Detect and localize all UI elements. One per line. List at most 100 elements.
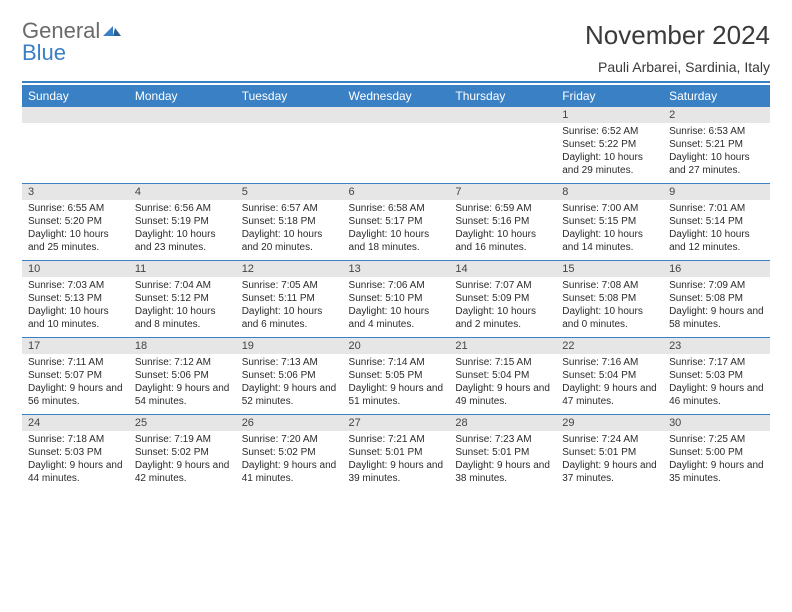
sunset-line: Sunset: 5:02 PM bbox=[135, 446, 230, 459]
day-details: Sunrise: 7:25 AMSunset: 5:00 PMDaylight:… bbox=[663, 431, 770, 491]
day-cell: 27Sunrise: 7:21 AMSunset: 5:01 PMDayligh… bbox=[343, 415, 450, 492]
weekday-header: Thursday bbox=[449, 85, 556, 107]
day-number: 12 bbox=[236, 261, 343, 277]
day-number: 23 bbox=[663, 338, 770, 354]
daylight-line: Daylight: 10 hours and 4 minutes. bbox=[349, 305, 444, 331]
day-number: 28 bbox=[449, 415, 556, 431]
day-details: Sunrise: 7:05 AMSunset: 5:11 PMDaylight:… bbox=[236, 277, 343, 337]
calendar-table: SundayMondayTuesdayWednesdayThursdayFrid… bbox=[22, 85, 770, 491]
daylight-line: Daylight: 9 hours and 56 minutes. bbox=[28, 382, 123, 408]
day-number: 16 bbox=[663, 261, 770, 277]
day-details: Sunrise: 7:03 AMSunset: 5:13 PMDaylight:… bbox=[22, 277, 129, 337]
brand-mark-icon bbox=[103, 20, 121, 42]
title-block: November 2024 Pauli Arbarei, Sardinia, I… bbox=[585, 20, 770, 75]
day-cell: 11Sunrise: 7:04 AMSunset: 5:12 PMDayligh… bbox=[129, 261, 236, 338]
day-number: 18 bbox=[129, 338, 236, 354]
day-cell: 23Sunrise: 7:17 AMSunset: 5:03 PMDayligh… bbox=[663, 338, 770, 415]
sunset-line: Sunset: 5:08 PM bbox=[562, 292, 657, 305]
calendar-body: 1Sunrise: 6:52 AMSunset: 5:22 PMDaylight… bbox=[22, 107, 770, 491]
sunrise-line: Sunrise: 7:11 AM bbox=[28, 356, 123, 369]
header-divider bbox=[22, 81, 770, 83]
day-details: Sunrise: 7:04 AMSunset: 5:12 PMDaylight:… bbox=[129, 277, 236, 337]
day-cell: 26Sunrise: 7:20 AMSunset: 5:02 PMDayligh… bbox=[236, 415, 343, 492]
calendar-row: 17Sunrise: 7:11 AMSunset: 5:07 PMDayligh… bbox=[22, 338, 770, 415]
daylight-line: Daylight: 9 hours and 58 minutes. bbox=[669, 305, 764, 331]
daylight-line: Daylight: 9 hours and 54 minutes. bbox=[135, 382, 230, 408]
day-cell: 22Sunrise: 7:16 AMSunset: 5:04 PMDayligh… bbox=[556, 338, 663, 415]
daylight-line: Daylight: 9 hours and 41 minutes. bbox=[242, 459, 337, 485]
blank-cell bbox=[343, 107, 450, 184]
daylight-line: Daylight: 9 hours and 37 minutes. bbox=[562, 459, 657, 485]
daylight-line: Daylight: 10 hours and 0 minutes. bbox=[562, 305, 657, 331]
daylight-line: Daylight: 9 hours and 39 minutes. bbox=[349, 459, 444, 485]
daylight-line: Daylight: 10 hours and 29 minutes. bbox=[562, 151, 657, 177]
daylight-line: Daylight: 10 hours and 2 minutes. bbox=[455, 305, 550, 331]
day-cell: 30Sunrise: 7:25 AMSunset: 5:00 PMDayligh… bbox=[663, 415, 770, 492]
day-number: 24 bbox=[22, 415, 129, 431]
day-cell: 19Sunrise: 7:13 AMSunset: 5:06 PMDayligh… bbox=[236, 338, 343, 415]
daylight-line: Daylight: 9 hours and 44 minutes. bbox=[28, 459, 123, 485]
sunrise-line: Sunrise: 6:57 AM bbox=[242, 202, 337, 215]
day-cell: 18Sunrise: 7:12 AMSunset: 5:06 PMDayligh… bbox=[129, 338, 236, 415]
sunset-line: Sunset: 5:07 PM bbox=[28, 369, 123, 382]
sunset-line: Sunset: 5:20 PM bbox=[28, 215, 123, 228]
blank-cell bbox=[449, 107, 556, 184]
calendar-row: 24Sunrise: 7:18 AMSunset: 5:03 PMDayligh… bbox=[22, 415, 770, 492]
day-details: Sunrise: 7:14 AMSunset: 5:05 PMDaylight:… bbox=[343, 354, 450, 414]
sunset-line: Sunset: 5:00 PM bbox=[669, 446, 764, 459]
daylight-line: Daylight: 10 hours and 20 minutes. bbox=[242, 228, 337, 254]
sunrise-line: Sunrise: 7:24 AM bbox=[562, 433, 657, 446]
sunrise-line: Sunrise: 6:58 AM bbox=[349, 202, 444, 215]
daylight-line: Daylight: 9 hours and 52 minutes. bbox=[242, 382, 337, 408]
sunset-line: Sunset: 5:19 PM bbox=[135, 215, 230, 228]
day-cell: 29Sunrise: 7:24 AMSunset: 5:01 PMDayligh… bbox=[556, 415, 663, 492]
sunset-line: Sunset: 5:09 PM bbox=[455, 292, 550, 305]
day-cell: 14Sunrise: 7:07 AMSunset: 5:09 PMDayligh… bbox=[449, 261, 556, 338]
day-details: Sunrise: 6:56 AMSunset: 5:19 PMDaylight:… bbox=[129, 200, 236, 260]
sunset-line: Sunset: 5:15 PM bbox=[562, 215, 657, 228]
blank-cell bbox=[129, 107, 236, 184]
daylight-line: Daylight: 10 hours and 8 minutes. bbox=[135, 305, 230, 331]
sunrise-line: Sunrise: 7:21 AM bbox=[349, 433, 444, 446]
sunrise-line: Sunrise: 7:19 AM bbox=[135, 433, 230, 446]
weekday-header: Monday bbox=[129, 85, 236, 107]
day-details: Sunrise: 7:20 AMSunset: 5:02 PMDaylight:… bbox=[236, 431, 343, 491]
day-cell: 21Sunrise: 7:15 AMSunset: 5:04 PMDayligh… bbox=[449, 338, 556, 415]
day-details: Sunrise: 7:24 AMSunset: 5:01 PMDaylight:… bbox=[556, 431, 663, 491]
day-number: 8 bbox=[556, 184, 663, 200]
sunrise-line: Sunrise: 7:08 AM bbox=[562, 279, 657, 292]
location-text: Pauli Arbarei, Sardinia, Italy bbox=[585, 59, 770, 75]
day-cell: 1Sunrise: 6:52 AMSunset: 5:22 PMDaylight… bbox=[556, 107, 663, 184]
day-cell: 28Sunrise: 7:23 AMSunset: 5:01 PMDayligh… bbox=[449, 415, 556, 492]
sunset-line: Sunset: 5:21 PM bbox=[669, 138, 764, 151]
sunrise-line: Sunrise: 7:07 AM bbox=[455, 279, 550, 292]
sunrise-line: Sunrise: 7:01 AM bbox=[669, 202, 764, 215]
day-details: Sunrise: 6:57 AMSunset: 5:18 PMDaylight:… bbox=[236, 200, 343, 260]
weekday-header: Wednesday bbox=[343, 85, 450, 107]
sunset-line: Sunset: 5:06 PM bbox=[242, 369, 337, 382]
sunrise-line: Sunrise: 6:56 AM bbox=[135, 202, 230, 215]
day-details: Sunrise: 7:01 AMSunset: 5:14 PMDaylight:… bbox=[663, 200, 770, 260]
sunrise-line: Sunrise: 6:59 AM bbox=[455, 202, 550, 215]
day-details: Sunrise: 6:55 AMSunset: 5:20 PMDaylight:… bbox=[22, 200, 129, 260]
day-details: Sunrise: 7:21 AMSunset: 5:01 PMDaylight:… bbox=[343, 431, 450, 491]
sunset-line: Sunset: 5:06 PM bbox=[135, 369, 230, 382]
sunrise-line: Sunrise: 7:09 AM bbox=[669, 279, 764, 292]
day-cell: 8Sunrise: 7:00 AMSunset: 5:15 PMDaylight… bbox=[556, 184, 663, 261]
day-details: Sunrise: 7:11 AMSunset: 5:07 PMDaylight:… bbox=[22, 354, 129, 414]
day-details: Sunrise: 7:16 AMSunset: 5:04 PMDaylight:… bbox=[556, 354, 663, 414]
calendar-row: 3Sunrise: 6:55 AMSunset: 5:20 PMDaylight… bbox=[22, 184, 770, 261]
day-number: 27 bbox=[343, 415, 450, 431]
day-number: 26 bbox=[236, 415, 343, 431]
daylight-line: Daylight: 9 hours and 46 minutes. bbox=[669, 382, 764, 408]
day-number: 10 bbox=[22, 261, 129, 277]
day-number: 30 bbox=[663, 415, 770, 431]
sunrise-line: Sunrise: 7:05 AM bbox=[242, 279, 337, 292]
day-cell: 9Sunrise: 7:01 AMSunset: 5:14 PMDaylight… bbox=[663, 184, 770, 261]
day-number: 20 bbox=[343, 338, 450, 354]
day-cell: 10Sunrise: 7:03 AMSunset: 5:13 PMDayligh… bbox=[22, 261, 129, 338]
day-cell: 16Sunrise: 7:09 AMSunset: 5:08 PMDayligh… bbox=[663, 261, 770, 338]
sunset-line: Sunset: 5:12 PM bbox=[135, 292, 230, 305]
day-cell: 24Sunrise: 7:18 AMSunset: 5:03 PMDayligh… bbox=[22, 415, 129, 492]
weekday-header: Sunday bbox=[22, 85, 129, 107]
